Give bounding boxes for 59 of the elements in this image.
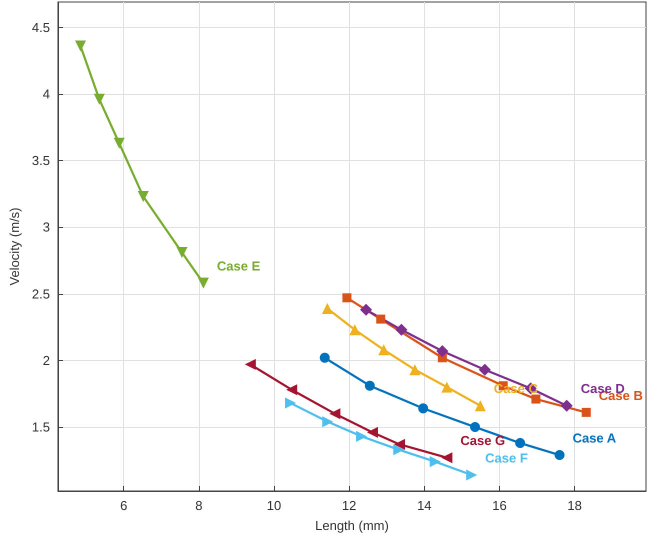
- point: [394, 438, 406, 450]
- point: [393, 444, 404, 456]
- x-tick-label: 12: [342, 498, 356, 513]
- point: [470, 422, 480, 432]
- point: [418, 403, 428, 414]
- point: [349, 324, 360, 336]
- y-tick-label: 4: [42, 86, 50, 102]
- point: [138, 191, 149, 202]
- point: [366, 426, 378, 438]
- x-tick-label: 18: [567, 498, 582, 513]
- point: [515, 438, 526, 448]
- y-tick-label: 3: [42, 220, 50, 235]
- y-tick-label: 3.5: [32, 153, 50, 168]
- point: [329, 408, 340, 420]
- x-tick-label: 8: [195, 498, 202, 513]
- point: [441, 382, 452, 393]
- series-label: Case E: [216, 258, 261, 274]
- y-tick-label: 2.5: [32, 286, 50, 302]
- point: [395, 324, 408, 336]
- point: [244, 358, 256, 370]
- point: [474, 400, 486, 412]
- point: [285, 398, 296, 409]
- x-tick-label: 10: [266, 498, 282, 513]
- point: [94, 94, 105, 105]
- point: [75, 40, 86, 52]
- point: [378, 344, 390, 356]
- point: [376, 314, 386, 324]
- point: [286, 384, 298, 396]
- series-label: Case G: [460, 433, 506, 448]
- point: [409, 364, 420, 376]
- y-tick-label: 2: [42, 352, 50, 368]
- point: [114, 138, 125, 149]
- point: [322, 416, 334, 428]
- x-axis-title: Length (mm): [315, 518, 389, 533]
- point: [531, 394, 540, 404]
- y-tick-label: 1.5: [32, 420, 50, 435]
- y-axis-title: Velocity (m/s): [7, 207, 22, 286]
- y-tick-label: 4.5: [32, 20, 50, 35]
- point: [176, 246, 188, 258]
- series-label: Case A: [572, 430, 617, 446]
- point: [466, 470, 478, 481]
- point: [560, 400, 573, 412]
- point: [478, 364, 491, 376]
- x-tick-label: 14: [417, 498, 432, 513]
- point: [322, 302, 333, 314]
- point: [441, 452, 452, 464]
- point: [430, 456, 441, 468]
- point: [436, 345, 448, 358]
- point: [360, 304, 372, 316]
- point: [356, 430, 368, 442]
- series-label: Case F: [485, 450, 528, 466]
- point: [342, 293, 352, 302]
- point: [364, 380, 375, 391]
- point: [582, 408, 591, 417]
- x-tick-label: 16: [492, 498, 507, 513]
- point: [320, 352, 330, 363]
- point: [554, 450, 565, 460]
- x-tick-label: 6: [120, 498, 128, 513]
- point: [198, 278, 209, 289]
